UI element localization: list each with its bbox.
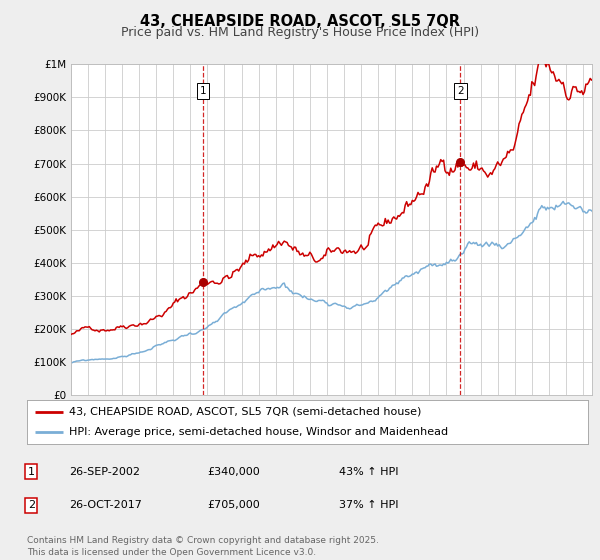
Text: 43, CHEAPSIDE ROAD, ASCOT, SL5 7QR (semi-detached house): 43, CHEAPSIDE ROAD, ASCOT, SL5 7QR (semi… <box>69 407 421 417</box>
Text: £340,000: £340,000 <box>207 466 260 477</box>
Text: 1: 1 <box>199 86 206 96</box>
Text: 43, CHEAPSIDE ROAD, ASCOT, SL5 7QR: 43, CHEAPSIDE ROAD, ASCOT, SL5 7QR <box>140 14 460 29</box>
Text: HPI: Average price, semi-detached house, Windsor and Maidenhead: HPI: Average price, semi-detached house,… <box>69 427 448 437</box>
Text: Contains HM Land Registry data © Crown copyright and database right 2025.
This d: Contains HM Land Registry data © Crown c… <box>27 536 379 557</box>
Text: Price paid vs. HM Land Registry's House Price Index (HPI): Price paid vs. HM Land Registry's House … <box>121 26 479 39</box>
Text: 26-OCT-2017: 26-OCT-2017 <box>69 500 142 510</box>
Text: 1: 1 <box>28 466 35 477</box>
Text: 2: 2 <box>28 500 35 510</box>
Text: £705,000: £705,000 <box>207 500 260 510</box>
Text: 2: 2 <box>457 86 464 96</box>
Text: 37% ↑ HPI: 37% ↑ HPI <box>339 500 398 510</box>
Text: 26-SEP-2002: 26-SEP-2002 <box>69 466 140 477</box>
Text: 43% ↑ HPI: 43% ↑ HPI <box>339 466 398 477</box>
